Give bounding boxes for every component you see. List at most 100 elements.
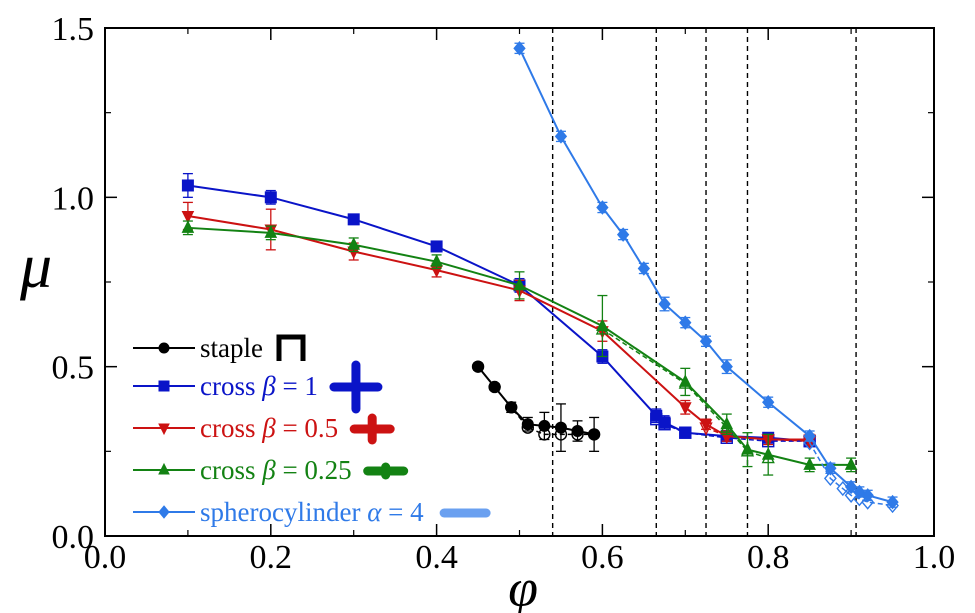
legend-entry-3: cross β = 0.25 (133, 455, 409, 485)
data-point (472, 360, 485, 373)
x-tick-label: 0.8 (747, 539, 790, 576)
y-tick-label: 0.0 (52, 519, 95, 556)
legend-label: staple (200, 333, 263, 363)
data-point (513, 277, 526, 291)
data-point (596, 200, 609, 215)
legend-label-part: = 0.25 (276, 455, 352, 485)
data-point-open (861, 494, 875, 510)
y-tick-label: 1.5 (52, 11, 95, 48)
legend-entry-0: staple (133, 333, 306, 363)
data-point (538, 419, 551, 432)
series-2 (181, 201, 817, 450)
data-point (650, 409, 663, 422)
series-1 (181, 172, 816, 448)
legend-label-part: cross (200, 413, 262, 443)
legend-label: cross β = 0.5 (200, 413, 338, 443)
y-axis-label: μ (19, 230, 52, 301)
data-point (699, 419, 713, 432)
data-point (844, 457, 858, 470)
legend-marker (158, 423, 170, 436)
data-point (588, 428, 601, 441)
data-point (596, 318, 609, 332)
legend-label-part: β (261, 371, 276, 401)
series-line (187, 214, 810, 441)
axis-ticks: 0.0 0.2 0.4 0.6 0.8 1.0 0.0 0.5 1.0 1.5 (52, 11, 956, 576)
data-point (679, 426, 692, 439)
data-point (741, 442, 754, 455)
data-point (861, 488, 874, 503)
data-point (554, 421, 567, 434)
data-point (430, 240, 443, 253)
legend-label-part: = 0.5 (276, 413, 338, 443)
legend-label: cross β = 0.25 (200, 455, 352, 485)
legend-label-part: staple (200, 333, 263, 363)
series-dashed-line (601, 328, 769, 459)
data-point (844, 479, 858, 495)
data-point (264, 191, 277, 204)
legend-entry-2: cross β = 0.5 (133, 413, 395, 445)
legend-entry-4: spherocylinder α = 4 (133, 497, 491, 527)
data-point (181, 220, 195, 233)
data-point (678, 402, 692, 415)
data-point (658, 416, 671, 429)
legend-label: cross β = 1 (200, 371, 318, 401)
data-point-open (803, 435, 817, 451)
data-point (761, 447, 775, 460)
series-3 (181, 220, 858, 476)
data-point (803, 457, 816, 470)
data-point (521, 418, 534, 431)
series-dashed-line (809, 442, 893, 507)
x-tick-label: 0.4 (415, 539, 458, 576)
data-point (430, 254, 443, 267)
data-point (678, 374, 692, 387)
legend-marker (158, 380, 170, 392)
series-line (187, 226, 852, 466)
series-line (518, 47, 893, 504)
data-point (571, 425, 584, 438)
series-layer (181, 41, 899, 514)
legend-label-part: β (261, 455, 276, 485)
data-point-open (823, 470, 837, 487)
legend-label-part: α (367, 497, 382, 527)
legend-entry-1: cross β = 1 (133, 360, 383, 414)
legend-label-part: = 1 (276, 371, 318, 401)
data-point (699, 333, 713, 349)
legend-label: spherocylinder α = 4 (200, 497, 424, 527)
legend-marker (158, 342, 170, 354)
data-point (803, 428, 816, 444)
data-point (762, 394, 775, 410)
data-point (554, 129, 568, 144)
data-point (637, 261, 651, 276)
legend-label-part: cross (200, 455, 262, 485)
series-0 (471, 360, 601, 452)
data-point (181, 179, 194, 192)
x-tick-label: 1.0 (913, 539, 956, 576)
data-point (886, 494, 899, 510)
series-4 (513, 41, 899, 514)
series-line (187, 184, 810, 443)
y-tick-label: 1.0 (52, 180, 95, 217)
data-point (181, 210, 195, 224)
legend-marker (158, 462, 170, 475)
data-point (488, 380, 501, 393)
data-point (347, 237, 361, 250)
data-point (679, 315, 692, 330)
x-tick-label: 0.6 (581, 539, 624, 576)
series-line (477, 366, 595, 436)
data-point (347, 213, 360, 226)
legend-label-part: = 4 (381, 497, 424, 527)
legend-label-part: cross (200, 371, 262, 401)
data-point (658, 296, 671, 312)
data-point (616, 227, 630, 242)
legend-label-part: spherocylinder (200, 497, 367, 527)
data-point (264, 225, 278, 238)
data-point (505, 401, 518, 414)
x-tick-label: 0.2 (250, 539, 293, 576)
data-point (720, 416, 734, 430)
x-axis-label: φ (508, 558, 538, 613)
data-point (720, 359, 733, 374)
legend-label-part: β (261, 413, 276, 443)
y-tick-label: 0.5 (52, 350, 95, 387)
